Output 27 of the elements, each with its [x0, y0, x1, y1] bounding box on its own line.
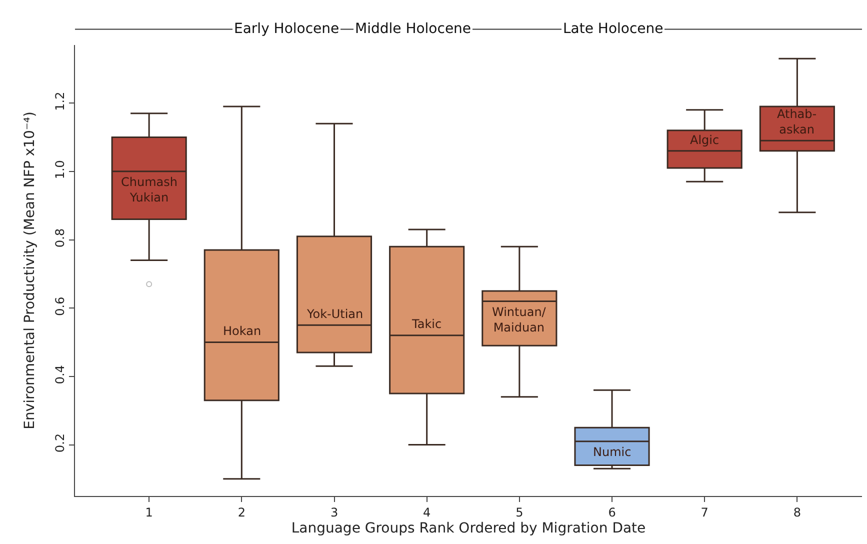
x-tick-label: 6	[608, 505, 616, 520]
text: Late Holocene	[563, 21, 664, 37]
y-tick-label: 0.6	[53, 296, 68, 316]
annotation: Takic	[411, 317, 442, 331]
annotation: Yok-Utian	[306, 307, 364, 321]
x-tick-label: 3	[330, 505, 338, 520]
text: Middle Holocene	[355, 21, 472, 37]
x-tick-label: 4	[423, 505, 431, 520]
x-tick-label: 1	[145, 505, 153, 520]
y-tick-label: 1.2	[53, 92, 68, 111]
annotation: Algic	[690, 133, 720, 147]
y-tick-label: 0.4	[53, 365, 68, 384]
x-tick-label: 7	[700, 505, 708, 520]
annotation: Hokan	[223, 324, 262, 338]
annotation: Athab- askan	[777, 107, 817, 137]
x-tick-label: 8	[793, 505, 802, 520]
y-axis-title: Environmental Productivity (Mean NFP x10⁻⁴)	[22, 112, 38, 430]
text: Early Holocene	[234, 21, 340, 37]
y-tick-label: 1.0	[53, 160, 68, 180]
annotation: Wintuan/ Maiduan	[492, 305, 547, 335]
x-tick-label: 2	[238, 505, 246, 520]
annotation: Numic	[593, 445, 632, 459]
annotation: Chumash Yukian	[121, 175, 178, 205]
y-tick-label: 0.8	[53, 228, 68, 248]
x-tick-label: 5	[516, 505, 524, 520]
y-tick-label: 0.2	[53, 433, 68, 452]
x-axis-title: Language Groups Rank Ordered by Migration Date	[291, 520, 646, 537]
